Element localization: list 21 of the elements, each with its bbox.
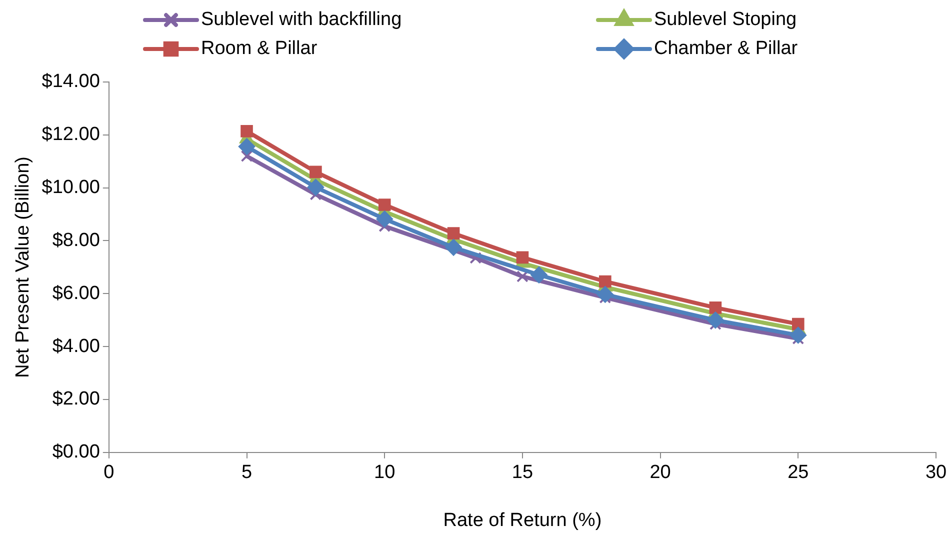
x-tick-label: 30 <box>925 462 947 484</box>
x-tick-label: 15 <box>512 462 534 484</box>
x-tick-label: 25 <box>788 462 809 484</box>
y-tick-label: $6.00 <box>52 282 100 304</box>
legend-label: Room & Pillar <box>201 38 318 60</box>
y-axis-title: Net Present Value (Billion) <box>12 156 34 378</box>
legend-label: Sublevel Stoping <box>654 9 797 30</box>
y-tick-label: $2.00 <box>52 388 100 410</box>
y-tick-label: $0.00 <box>52 442 100 463</box>
x-tick-label: 20 <box>650 462 671 484</box>
legend-label: Chamber & Pillar <box>654 38 798 60</box>
y-tick-label: $12.00 <box>42 124 100 146</box>
x-tick-label: 5 <box>241 462 252 484</box>
y-tick-label: $8.00 <box>52 230 100 251</box>
x-tick-label: 0 <box>104 462 114 484</box>
y-tick-label: $14.00 <box>42 71 100 92</box>
x-tick-label: 10 <box>374 462 396 484</box>
y-tick-label: $10.00 <box>42 177 100 198</box>
y-tick-label: $4.00 <box>52 336 100 357</box>
x-axis-title: Rate of Return (%) <box>443 510 602 531</box>
legend-label: Sublevel with backfilling <box>201 9 402 30</box>
